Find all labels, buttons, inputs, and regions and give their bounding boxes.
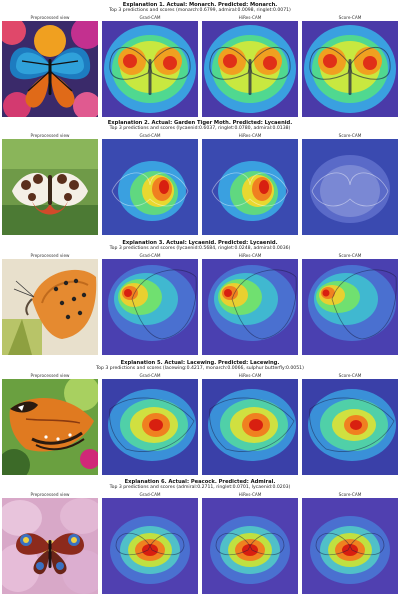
column-label-preprocessed: Preprocessed view [30,15,70,20]
gradcam-heatmap [102,498,198,594]
column-label-preprocessed: Preprocessed view [30,253,70,258]
scorecam-heatmap [302,379,398,475]
gradcam-heatmap [102,259,198,355]
column-label-hirescam: HiRes-CAM [238,373,262,378]
explanation-subtitle: Top 3 predictions and scores (lacewing:0… [96,366,304,371]
column-label-gradcam: Grad-CAM [139,15,161,20]
column-label-gradcam: Grad-CAM [139,133,161,138]
explanation-subtitle: Top 3 predictions and scores (monarch:0.… [109,8,291,13]
explanation-block-2: Explanation 2. Actual: Garden Tiger Moth… [0,118,400,238]
preprocessed-image [2,498,98,594]
column-label-preprocessed: Preprocessed view [30,133,70,138]
column-label-gradcam: Grad-CAM [139,253,161,258]
explanation-block-3: Explanation 3. Actual: Lycaenid. Predict… [0,238,400,358]
column-label-hirescam: HiRes-CAM [238,492,262,497]
explanation-block-5: Explanation 5. Actual: Lacewing. Predict… [0,358,400,477]
column-label-scorecam: Score-CAM [338,253,362,258]
scorecam-heatmap [302,139,398,235]
explanation-subtitle: Top 3 predictions and scores (lycaenid:0… [109,126,291,131]
hirescam-heatmap [202,379,298,475]
column-label-preprocessed: Preprocessed view [30,373,70,378]
hirescam-heatmap [202,21,298,117]
column-label-scorecam: Score-CAM [338,492,362,497]
column-label-preprocessed: Preprocessed view [30,492,70,497]
gradcam-heatmap [102,379,198,475]
hirescam-heatmap [202,139,298,235]
column-label-gradcam: Grad-CAM [139,492,161,497]
explanation-block-1: Explanation 1. Actual: Monarch. Predicte… [0,0,400,118]
column-label-scorecam: Score-CAM [338,133,362,138]
column-label-scorecam: Score-CAM [338,373,362,378]
hirescam-heatmap [202,498,298,594]
gradcam-heatmap [102,21,198,117]
preprocessed-image [2,259,98,355]
hirescam-heatmap [202,259,298,355]
scorecam-heatmap [302,21,398,117]
explanation-title: Explanation 3. Actual: Lycaenid. Predict… [122,240,278,246]
column-label-hirescam: HiRes-CAM [238,133,262,138]
explanation-title: Explanation 2. Actual: Garden Tiger Moth… [107,120,293,126]
explanation-subtitle: Top 3 predictions and scores (lycaenid:0… [109,246,291,251]
explanation-title: Explanation 6. Actual: Peacock. Predicte… [124,479,276,485]
scorecam-heatmap [302,259,398,355]
column-label-scorecam: Score-CAM [338,15,362,20]
column-label-hirescam: HiRes-CAM [238,253,262,258]
preprocessed-image [2,379,98,475]
preprocessed-image [2,21,98,117]
explanation-title: Explanation 5. Actual: Lacewing. Predict… [120,360,280,366]
scorecam-heatmap [302,498,398,594]
explanation-subtitle: Top 3 predictions and scores (admiral:0.… [109,485,291,490]
column-label-gradcam: Grad-CAM [139,373,161,378]
preprocessed-image [2,139,98,235]
explanation-block-6: Explanation 6. Actual: Peacock. Predicte… [0,477,400,596]
explanation-title: Explanation 1. Actual: Monarch. Predicte… [122,2,278,8]
gradcam-heatmap [102,139,198,235]
column-label-hirescam: HiRes-CAM [238,15,262,20]
